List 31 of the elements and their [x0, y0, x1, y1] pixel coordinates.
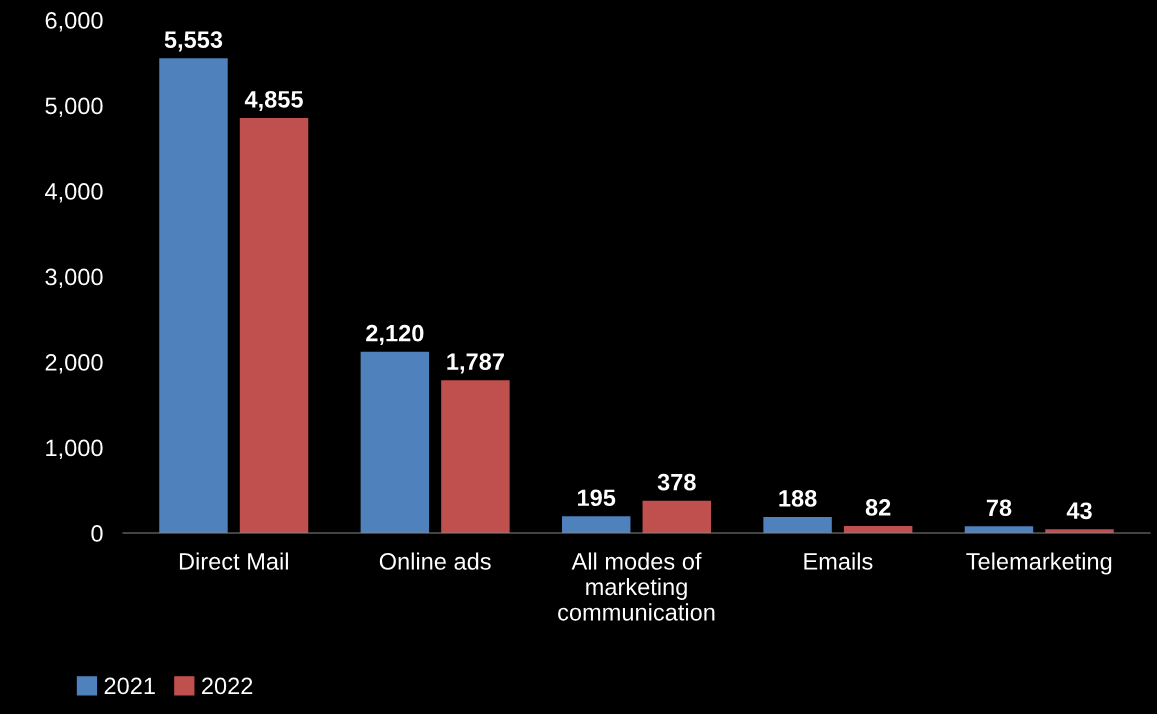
x-tick-label: Emails	[804, 552, 873, 570]
text: 78	[986, 499, 1012, 517]
text: 188	[779, 489, 817, 507]
text: 2,120	[366, 324, 424, 345]
x-tick-label: Online ads	[379, 552, 491, 570]
y-tick-label: 1,000	[46, 439, 103, 460]
bar	[239, 117, 309, 533]
y-tick-label: 0	[91, 525, 103, 542]
bar	[642, 500, 712, 533]
text: 1,787	[447, 353, 504, 374]
text: 378	[657, 473, 696, 491]
legend-label: 2021	[104, 677, 155, 695]
text: 195	[578, 489, 616, 507]
text: 4,855	[244, 90, 303, 112]
bar	[159, 58, 228, 533]
text: 43	[1066, 502, 1092, 520]
legend-label: 2022	[202, 677, 253, 695]
bar	[763, 516, 832, 533]
bar	[360, 351, 430, 533]
bar	[441, 380, 510, 533]
y-tick-label: 4,000	[45, 183, 103, 203]
y-tick-label: 2,000	[45, 354, 103, 374]
y-tick-label: 3,000	[45, 268, 103, 289]
x-tick-label: All modes of marketing communication	[558, 552, 715, 621]
y-tick-label: 6,000	[45, 12, 103, 32]
text: 5,553	[164, 31, 223, 52]
y-tick-label: 5,000	[45, 97, 103, 118]
text: 82	[865, 499, 891, 516]
x-tick-label: Direct Mail	[179, 552, 288, 570]
x-tick-label: Telemarketing	[966, 552, 1112, 575]
bar	[561, 516, 631, 533]
